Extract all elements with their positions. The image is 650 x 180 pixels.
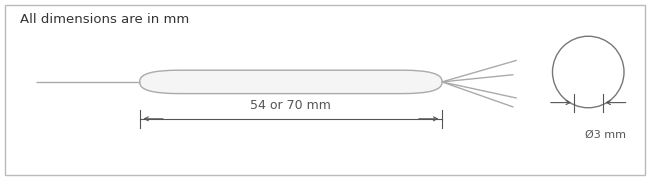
- Text: 54 or 70 mm: 54 or 70 mm: [250, 99, 332, 112]
- FancyBboxPatch shape: [140, 70, 442, 94]
- Text: Ø3 mm: Ø3 mm: [585, 130, 626, 140]
- FancyBboxPatch shape: [5, 4, 645, 175]
- Text: All dimensions are in mm: All dimensions are in mm: [20, 13, 188, 26]
